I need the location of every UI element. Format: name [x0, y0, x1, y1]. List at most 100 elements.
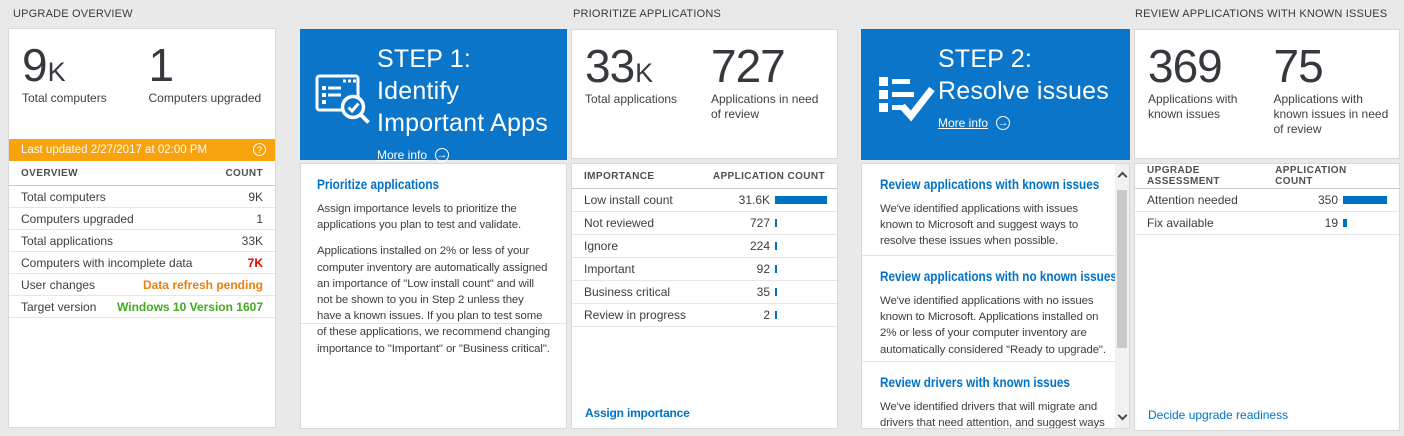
section-heading-link[interactable]: Review applications with known issues: [880, 177, 1100, 192]
resolve-issues-panel: Review applications with known issues We'…: [861, 163, 1130, 429]
row-value: 31.6K: [738, 193, 770, 207]
overview-table-header: OVERVIEW COUNT: [9, 161, 275, 186]
table-row[interactable]: Computers upgraded 1: [9, 208, 275, 230]
row-label: Low install count: [584, 193, 673, 207]
section-body: We've identified applications with no is…: [880, 295, 1106, 356]
row-bar-slot: [775, 196, 827, 204]
section-header-prioritize-applications: PRIORITIZE APPLICATIONS: [573, 8, 722, 20]
table-row[interactable]: Total applications 33K: [9, 230, 275, 252]
section-heading-link[interactable]: Review drivers with known issues: [880, 375, 1070, 390]
decide-upgrade-readiness-link[interactable]: Decide upgrade readiness: [1148, 408, 1289, 422]
help-icon[interactable]: ?: [253, 143, 266, 156]
prioritize-section: Prioritize applications Assign importanc…: [301, 164, 566, 355]
importance-table-header: IMPORTANCE APPLICATION COUNT: [572, 164, 837, 189]
column-header: APPLICATION COUNT: [712, 170, 825, 182]
overview-table: OVERVIEW COUNT Total computers 9K Computer…: [9, 161, 275, 318]
chevron-up-icon[interactable]: [1117, 171, 1127, 182]
row-value: 1: [256, 211, 263, 226]
stat-label: Total computers: [22, 91, 107, 106]
row-bar: [775, 219, 777, 227]
row-bar: [775, 265, 777, 273]
table-row[interactable]: Computers with incomplete data 7K: [9, 252, 275, 274]
row-label: Computers upgraded: [21, 211, 134, 226]
step1-more-info-link[interactable]: More info →: [377, 148, 559, 162]
row-bar: [775, 196, 827, 204]
table-row[interactable]: Low install count 31.6K: [572, 189, 837, 212]
row-value: 350: [1317, 193, 1338, 207]
upgrade-overview-card: 9 K Total computers 1 Computers upgraded Las…: [8, 28, 276, 428]
table-row[interactable]: Total computers 9K: [9, 186, 275, 208]
row-value: Windows 10 Version 1607: [117, 299, 263, 314]
stat-label: Total applications: [585, 92, 678, 107]
stat-block: 9 K Total computers: [22, 41, 146, 106]
stat-block: 75 Applications with known issues in need…: [1274, 42, 1397, 137]
stat-number: 9: [22, 39, 48, 91]
table-row[interactable]: Ignore 224: [572, 235, 837, 258]
row-label: Review in progress: [584, 308, 687, 322]
step1-text: STEP 1: Identify Important Apps More inf…: [377, 43, 559, 162]
stat-block: 369 Applications with known issues: [1148, 42, 1271, 137]
prioritize-applications-panel: Prioritize applications Assign importanc…: [300, 163, 567, 429]
row-label: Fix available: [1147, 216, 1214, 230]
row-value: 727: [749, 216, 770, 230]
row-label: Business critical: [584, 285, 671, 299]
stat-value: 1: [149, 41, 273, 90]
stat-suffix: K: [47, 57, 66, 87]
arrow-circle-icon: →: [996, 116, 1011, 130]
row-label: Computers with incomplete data: [21, 255, 193, 270]
section-body: We've identified drivers that will migra…: [880, 401, 1105, 429]
row-bar-slot: [775, 311, 827, 319]
step2-tile-inner: STEP 2: Resolve issues More info →: [861, 29, 1130, 130]
row-bar-slot: [775, 242, 827, 250]
paragraph: Assign importance levels to prioritize t…: [317, 203, 522, 232]
scrollbar-thumb[interactable]: [1117, 190, 1127, 348]
step2-more-info-link[interactable]: More info →: [938, 116, 1122, 130]
table-row[interactable]: Target version Windows 10 Version 1607: [9, 296, 275, 318]
stat-label: Applications with known issues: [1148, 92, 1238, 122]
step2-tile[interactable]: STEP 2: Resolve issues More info →: [861, 29, 1130, 160]
stat-block: 727 Applications in need of review: [711, 42, 834, 122]
row-label: Attention needed: [1147, 193, 1238, 207]
prioritize-heading-link[interactable]: Prioritize applications: [317, 177, 440, 192]
overview-table-body: Total computers 9K Computers upgraded 1 Tota…: [9, 186, 275, 318]
column-header: UPGRADE ASSESSMENT: [1147, 165, 1220, 187]
stat-value: 369: [1148, 42, 1271, 91]
row-label: Ignore: [584, 239, 619, 253]
row-label: Total computers: [21, 189, 106, 204]
table-row[interactable]: User changes Data refresh pending: [9, 274, 275, 296]
row-value: Data refresh pending: [142, 277, 263, 292]
row-value: 92: [756, 262, 770, 276]
table-row[interactable]: Attention needed 350: [1135, 189, 1399, 212]
table-row[interactable]: Important 92: [572, 258, 837, 281]
chevron-down-icon[interactable]: [1117, 410, 1127, 421]
section-header-upgrade-overview: UPGRADE OVERVIEW: [13, 8, 133, 20]
resolve-sections: Review applications with known issues We'…: [862, 164, 1117, 429]
row-label: Important: [584, 262, 635, 276]
column-header: OVERVIEW: [21, 167, 78, 179]
stat-block: 1 Computers upgraded: [149, 41, 273, 106]
section-heading-link[interactable]: Review applications with no known issues: [880, 269, 1117, 284]
more-info-label: More info: [377, 148, 428, 162]
row-bar: [775, 242, 777, 250]
row-label: Target version: [21, 299, 97, 314]
stat-number: 727: [711, 40, 786, 92]
scrollbar[interactable]: [1115, 164, 1129, 428]
row-label: User changes: [21, 277, 96, 292]
row-bar: [775, 288, 777, 296]
table-row[interactable]: Not reviewed 727: [572, 212, 837, 235]
assessment-table-body: Attention needed 350 Fix available 19: [1135, 189, 1399, 235]
assign-importance-link[interactable]: Assign importance: [585, 406, 690, 420]
identify-apps-icon: [315, 69, 375, 162]
table-row[interactable]: Business critical 35: [572, 281, 837, 304]
row-bar-slot: [1343, 196, 1389, 204]
stat-value: 75: [1274, 42, 1397, 91]
table-row[interactable]: Review in progress 2: [572, 304, 837, 327]
table-row[interactable]: Fix available 19: [1135, 212, 1399, 235]
step1-title: STEP 1: Identify Important Apps: [377, 45, 548, 137]
known-issues-stats-card: 369 Applications with known issues 75 Appli…: [1134, 29, 1400, 159]
last-updated-banner: Last updated 2/27/2017 at 02:00 PM ?: [9, 139, 275, 161]
step1-tile[interactable]: STEP 1: Identify Important Apps More inf…: [300, 29, 567, 162]
stat-value: 33 K: [585, 42, 708, 91]
row-bar: [1343, 219, 1347, 227]
